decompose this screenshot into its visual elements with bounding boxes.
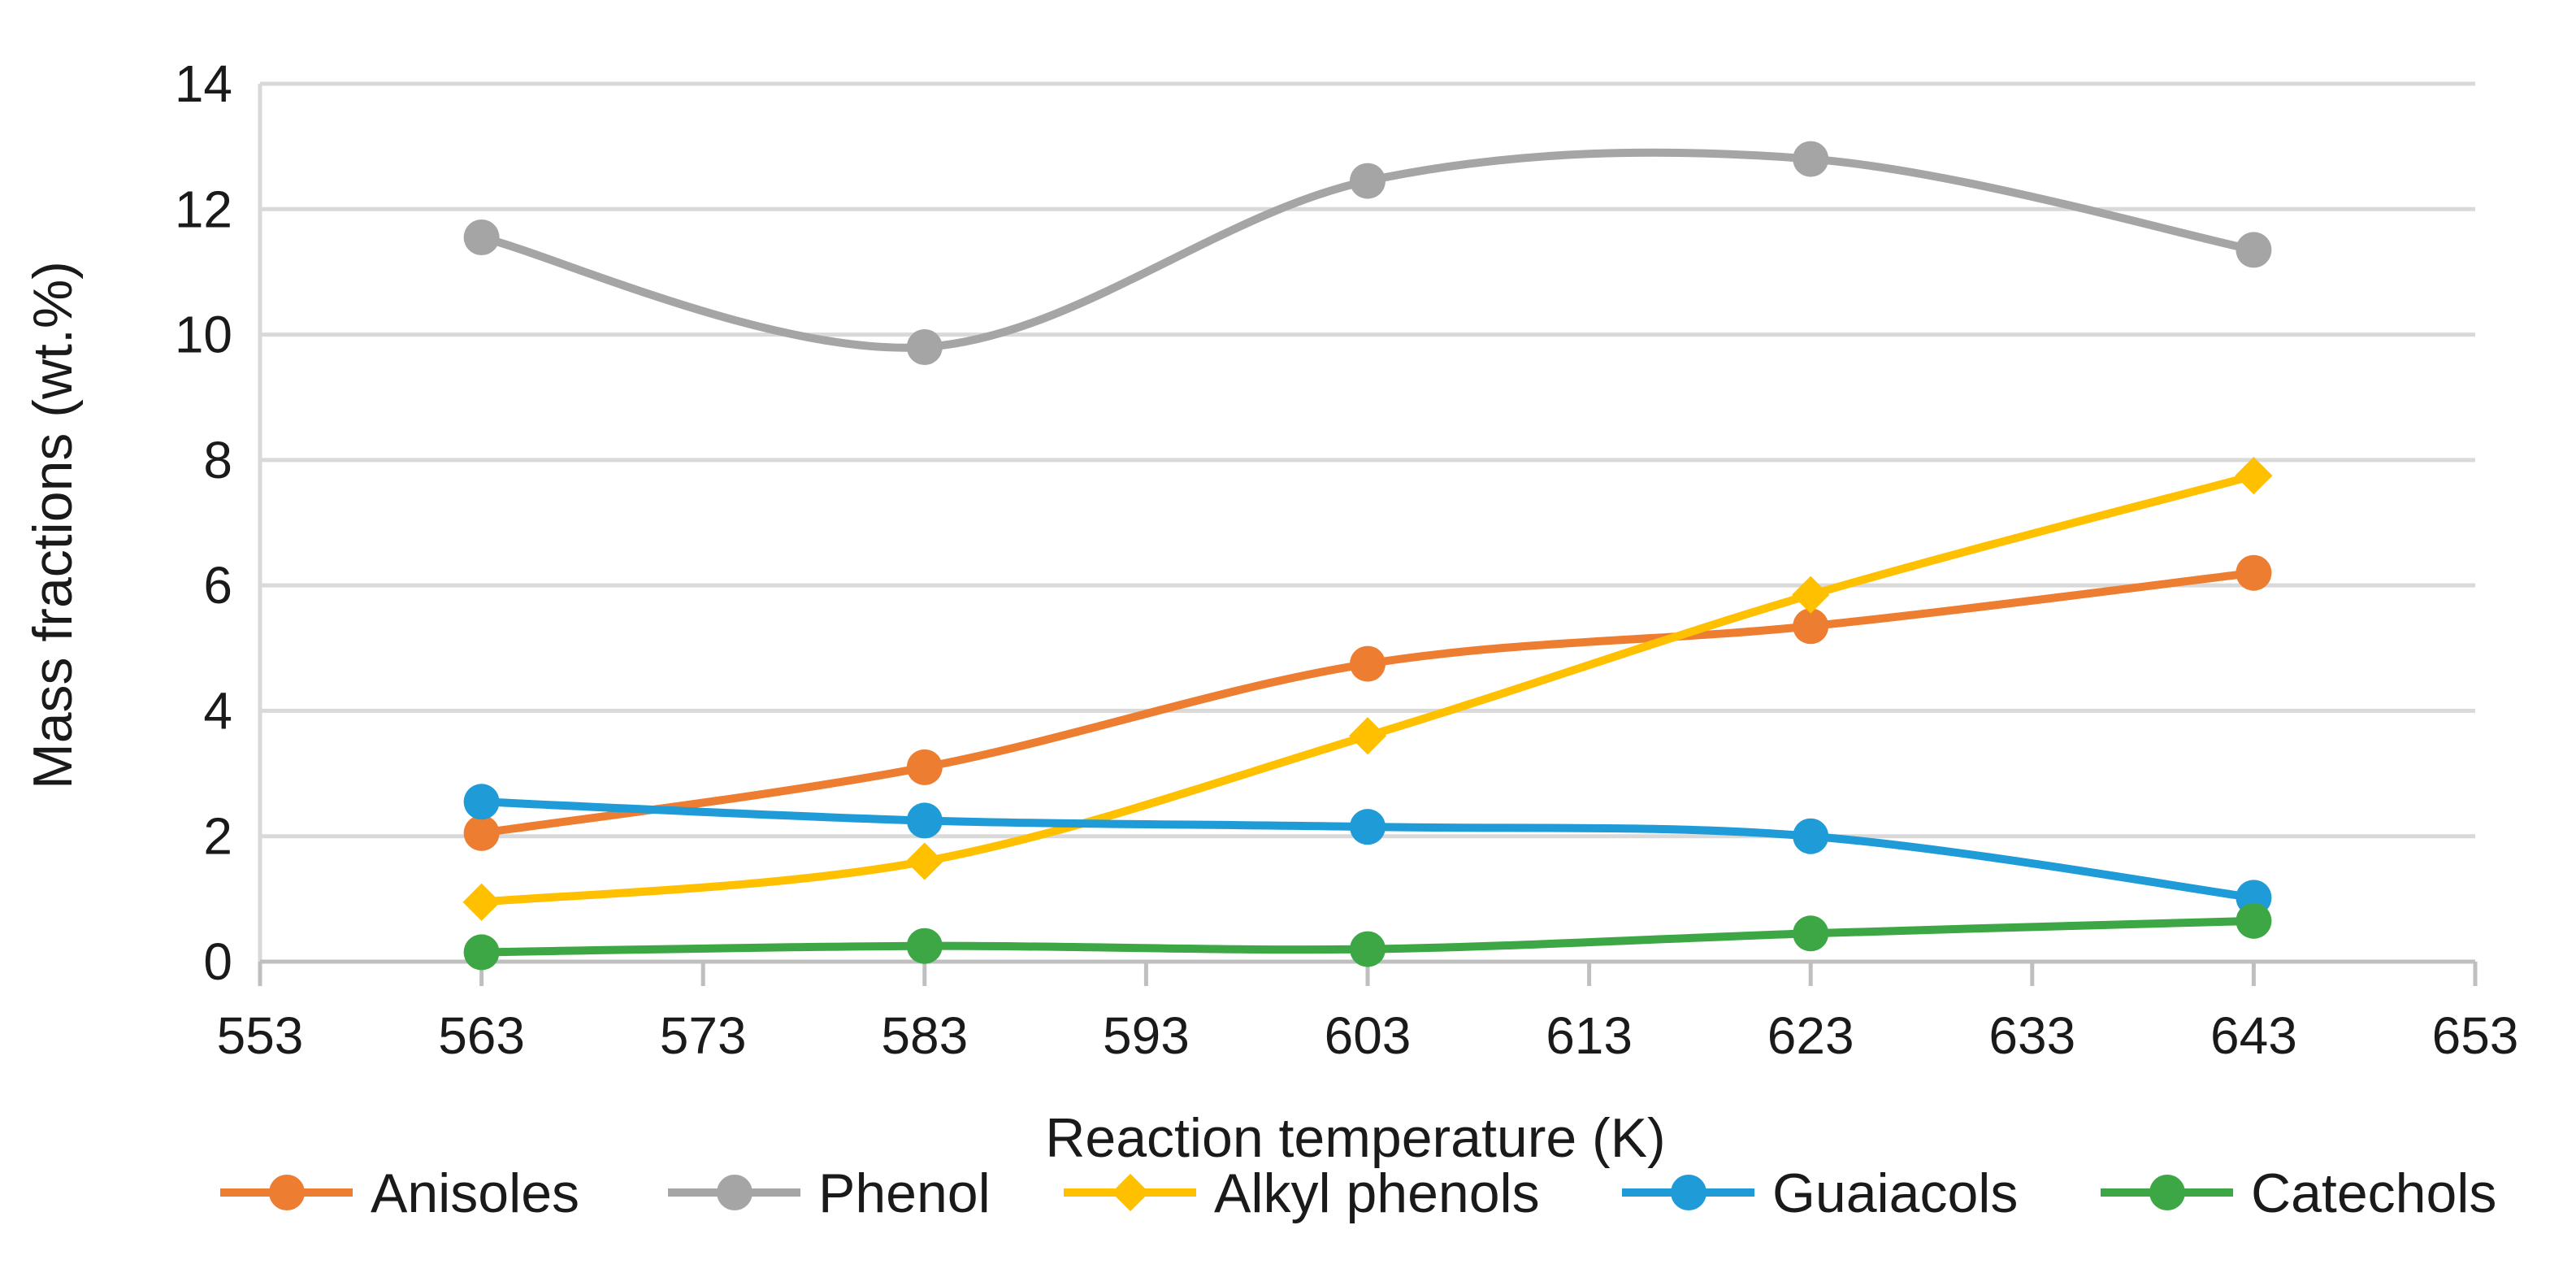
data-point-phenol-603 xyxy=(1350,163,1386,199)
x-tick-label-623: 623 xyxy=(1767,1006,1854,1065)
x-axis-title: Reaction temperature (K) xyxy=(1045,1107,1665,1169)
legend-item-guaiacols: Guaiacols xyxy=(1622,1162,2018,1224)
data-point-alkyl-phenols-623 xyxy=(1792,576,1830,614)
data-point-anisoles-643 xyxy=(2236,554,2272,591)
x-tick-label-603: 603 xyxy=(1325,1006,1412,1065)
x-tick-label-633: 633 xyxy=(1988,1006,2075,1065)
data-point-guaiacols-583 xyxy=(906,802,943,839)
data-point-catechols-583 xyxy=(906,928,943,964)
series-anisoles xyxy=(463,554,2272,851)
data-point-phenol-583 xyxy=(906,329,943,365)
data-point-anisoles-583 xyxy=(906,749,943,785)
series-alkyl-phenols xyxy=(462,457,2273,921)
legend-label-guaiacols: Guaiacols xyxy=(1772,1162,2018,1224)
data-point-guaiacols-623 xyxy=(1793,818,1829,854)
data-point-phenol-623 xyxy=(1793,141,1829,177)
legend-swatch-marker xyxy=(1111,1173,1150,1212)
data-point-anisoles-563 xyxy=(463,815,500,851)
data-series xyxy=(462,141,2273,971)
data-point-alkyl-phenols-603 xyxy=(1348,717,1387,755)
y-tick-label-8: 8 xyxy=(203,431,232,489)
x-tick-label-613: 613 xyxy=(1546,1006,1633,1065)
legend-item-phenol: Phenol xyxy=(668,1162,991,1224)
data-point-phenol-563 xyxy=(463,219,500,255)
legend-label-catechols: Catechols xyxy=(2251,1162,2496,1224)
y-tick-label-10: 10 xyxy=(175,306,232,364)
data-point-phenol-643 xyxy=(2236,232,2272,268)
data-point-catechols-643 xyxy=(2236,902,2272,939)
data-point-alkyl-phenols-643 xyxy=(2235,457,2273,495)
legend-item-catechols: Catechols xyxy=(2101,1162,2496,1224)
y-tick-label-6: 6 xyxy=(203,556,232,615)
data-point-catechols-603 xyxy=(1350,931,1386,967)
y-axis-title: Mass fractions (wt.%) xyxy=(22,261,84,789)
x-tick-label-573: 573 xyxy=(660,1006,747,1065)
x-tick-label-653: 653 xyxy=(2432,1006,2519,1065)
legend: Anisoles Phenol Alkyl phenols Guaiacols Cate… xyxy=(220,1162,2496,1224)
legend-swatch-marker xyxy=(269,1175,305,1210)
legend-label-anisoles: Anisoles xyxy=(371,1162,579,1224)
y-tick-label-0: 0 xyxy=(203,932,232,991)
series-catechols xyxy=(463,902,2272,971)
y-tick-label-12: 12 xyxy=(175,180,232,238)
legend-item-alkyl-phenols: Alkyl phenols xyxy=(1064,1162,1540,1224)
series-line-anisoles xyxy=(477,568,2258,837)
legend-label-alkyl-phenols: Alkyl phenols xyxy=(1214,1162,1540,1224)
data-point-guaiacols-603 xyxy=(1350,809,1386,845)
y-axis-ticks: 0 2 4 6 8 10 12 14 xyxy=(175,54,232,991)
gridlines xyxy=(260,81,2475,839)
data-point-catechols-563 xyxy=(463,934,500,971)
data-point-anisoles-603 xyxy=(1350,645,1386,682)
x-tick-label-553: 553 xyxy=(217,1006,304,1065)
legend-swatch-marker xyxy=(2149,1175,2185,1210)
x-tick-label-593: 593 xyxy=(1103,1006,1190,1065)
legend-swatch-marker xyxy=(1671,1175,1706,1210)
series-guaiacols xyxy=(463,784,2272,916)
legend-swatch-marker xyxy=(717,1175,752,1210)
legend-label-phenol: Phenol xyxy=(818,1162,991,1224)
y-tick-label-2: 2 xyxy=(203,807,232,866)
data-point-alkyl-phenols-583 xyxy=(905,842,943,880)
series-phenol xyxy=(463,141,2272,365)
x-tick-label-643: 643 xyxy=(2210,1006,2297,1065)
data-point-guaiacols-563 xyxy=(463,784,500,820)
x-tick-label-583: 583 xyxy=(881,1006,968,1065)
y-tick-label-4: 4 xyxy=(203,681,232,740)
y-tick-label-14: 14 xyxy=(175,54,232,113)
x-axis-ticks: 553 563 573 583 593 603 613 623 633 643 653 xyxy=(217,962,2519,1065)
data-point-anisoles-623 xyxy=(1793,608,1829,645)
x-tick-label-563: 563 xyxy=(438,1006,525,1065)
data-point-catechols-623 xyxy=(1793,915,1829,952)
legend-item-anisoles: Anisoles xyxy=(220,1162,579,1224)
data-point-alkyl-phenols-563 xyxy=(462,883,501,921)
